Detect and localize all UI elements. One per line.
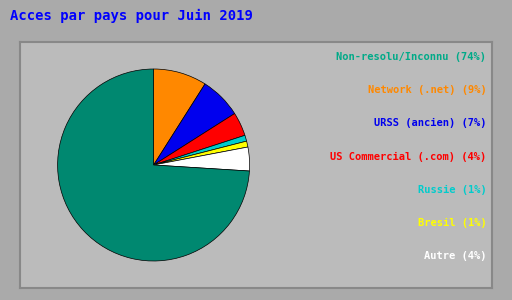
Wedge shape [154, 69, 205, 165]
Wedge shape [154, 147, 250, 171]
Wedge shape [154, 114, 245, 165]
Text: Network (.net) (9%): Network (.net) (9%) [368, 85, 486, 95]
Text: Non-resolu/Inconnu (74%): Non-resolu/Inconnu (74%) [336, 52, 486, 62]
Text: URSS (ancien) (7%): URSS (ancien) (7%) [374, 118, 486, 128]
Text: US Commercial (.com) (4%): US Commercial (.com) (4%) [330, 152, 486, 162]
Wedge shape [154, 135, 247, 165]
Wedge shape [154, 141, 248, 165]
Text: Russie (1%): Russie (1%) [418, 185, 486, 195]
Wedge shape [154, 84, 234, 165]
Text: Autre (4%): Autre (4%) [424, 251, 486, 261]
Wedge shape [58, 69, 249, 261]
Text: Acces par pays pour Juin 2019: Acces par pays pour Juin 2019 [10, 9, 253, 23]
Text: Bresil (1%): Bresil (1%) [418, 218, 486, 228]
